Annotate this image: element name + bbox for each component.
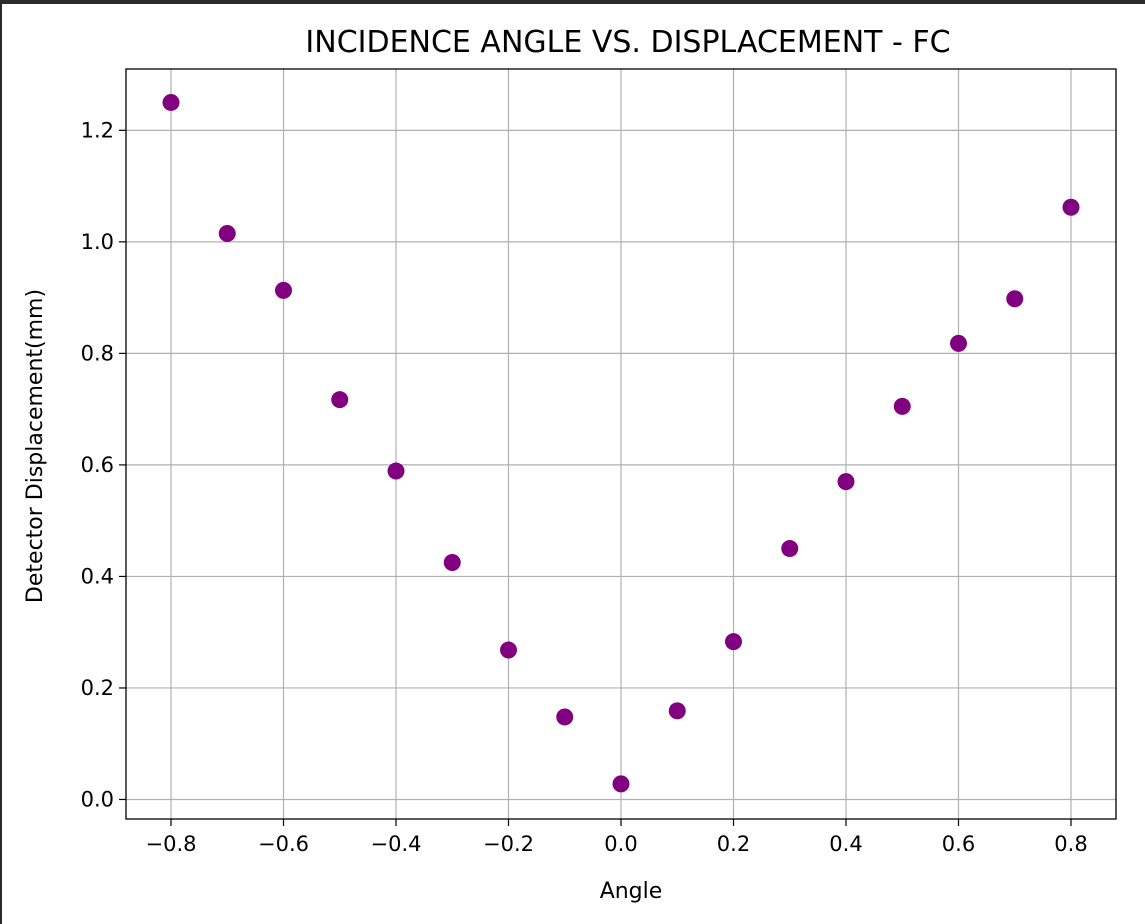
y-tick-label: 0.6 bbox=[81, 453, 114, 477]
data-point bbox=[162, 93, 180, 111]
data-point bbox=[1062, 198, 1080, 216]
x-tick-label: −0.2 bbox=[483, 832, 534, 856]
x-tick-label: −0.8 bbox=[146, 832, 197, 856]
data-point bbox=[781, 540, 799, 558]
x-axis-label: Angle bbox=[600, 879, 663, 904]
data-point bbox=[612, 775, 630, 793]
data-point bbox=[331, 391, 349, 409]
y-axis-label: Detector Displacement(mm) bbox=[23, 289, 48, 603]
data-point bbox=[950, 334, 967, 352]
data-point bbox=[500, 641, 517, 659]
x-tick-label: 0.4 bbox=[829, 832, 862, 856]
data-point bbox=[556, 708, 574, 726]
x-tick-label: −0.4 bbox=[371, 832, 422, 856]
data-point bbox=[668, 702, 686, 720]
y-tick-label: 0.2 bbox=[81, 676, 114, 700]
x-tick-label: 0.8 bbox=[1054, 832, 1087, 856]
y-tick-label: 0.4 bbox=[81, 564, 114, 588]
x-tick-label: −0.6 bbox=[258, 832, 309, 856]
data-point bbox=[1006, 290, 1024, 308]
data-point bbox=[387, 462, 405, 480]
data-point bbox=[218, 224, 236, 242]
y-tick-label: 0.0 bbox=[81, 787, 114, 811]
y-tick-label: 0.8 bbox=[81, 341, 114, 365]
data-point bbox=[837, 473, 855, 491]
data-point bbox=[893, 397, 911, 415]
chart-frame: INCIDENCE ANGLE VS. DISPLACEMENT - FC −0… bbox=[2, 4, 1145, 924]
y-tick-label: 1.2 bbox=[81, 118, 114, 142]
data-point bbox=[725, 633, 742, 651]
data-point bbox=[275, 281, 292, 299]
x-tick-label: 0.2 bbox=[717, 832, 750, 856]
y-tick-label: 1.0 bbox=[81, 230, 114, 254]
x-tick-label: 0.0 bbox=[604, 832, 637, 856]
axis-ticks: −0.8 −0.6 −0.4 −0.2 0.0 0.2 0.4 0.6 0.8 0.0 0.2 0.4… bbox=[81, 118, 1088, 856]
x-tick-label: 0.6 bbox=[942, 832, 975, 856]
data-point bbox=[443, 553, 461, 571]
scatter-chart: INCIDENCE ANGLE VS. DISPLACEMENT - FC −0… bbox=[23, 25, 1117, 904]
chart-title: INCIDENCE ANGLE VS. DISPLACEMENT - FC bbox=[305, 25, 950, 60]
grid-lines bbox=[126, 69, 1116, 819]
data-points bbox=[162, 93, 1080, 793]
